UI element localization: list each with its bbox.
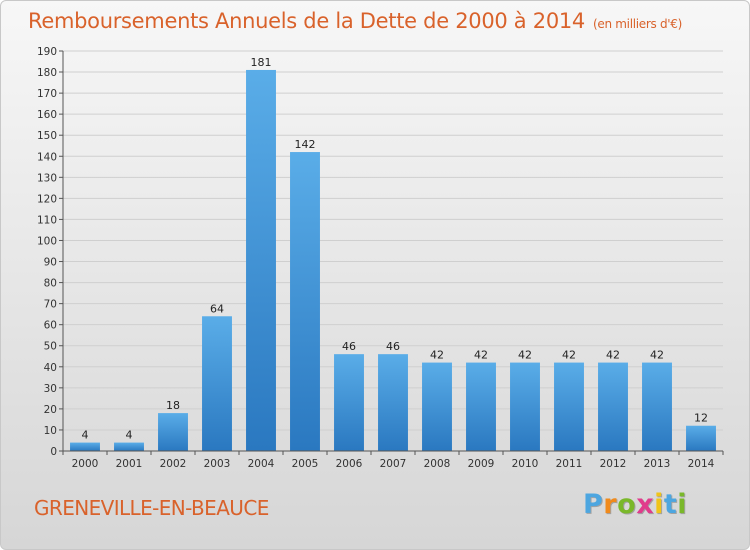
value-label-2003: 64 <box>210 302 224 315</box>
x-tick-label: 2012 <box>600 458 627 470</box>
bar-2008 <box>422 362 452 451</box>
x-tick-label: 2014 <box>688 458 715 470</box>
logo-letter: o <box>617 489 637 520</box>
x-tick-label: 2011 <box>556 458 583 470</box>
value-label-2002: 18 <box>166 399 180 412</box>
y-tick-label: 100 <box>37 235 57 247</box>
y-tick-label: 80 <box>44 278 57 290</box>
y-tick-label: 150 <box>37 130 57 142</box>
logo-letter: x <box>636 489 655 520</box>
proxiti-logo: Proxiti <box>583 489 687 520</box>
y-tick-label: 130 <box>37 172 57 184</box>
x-tick-label: 2002 <box>160 458 187 470</box>
unit-label: (en milliers d'€) <box>593 17 683 31</box>
bar-2003 <box>202 316 232 451</box>
value-label-2007: 46 <box>386 340 400 353</box>
y-tick-label: 30 <box>44 383 57 395</box>
bar-2007 <box>378 354 408 451</box>
x-axis-ticks: 2000 2001 2002 2003 2004 2005 2006 2007 2008 2009… <box>62 451 724 470</box>
value-label-2005: 142 <box>295 138 316 151</box>
y-tick-label: 0 <box>50 446 57 458</box>
y-tick-label: 90 <box>44 257 57 269</box>
y-tick-label: 190 <box>37 46 57 58</box>
y-tick-label: 110 <box>37 214 57 226</box>
x-tick-label: 2008 <box>424 458 451 470</box>
logo-letter: P <box>583 489 604 520</box>
x-tick-label: 2003 <box>204 458 231 470</box>
bar-2004 <box>246 69 276 452</box>
x-tick-label: 2006 <box>336 458 363 470</box>
y-tick-label: 50 <box>44 341 57 353</box>
x-tick-label: 2009 <box>468 458 495 470</box>
x-tick-label: 2000 <box>72 458 99 470</box>
x-tick-label: 2005 <box>292 458 319 470</box>
bar-2009 <box>466 362 496 451</box>
axes <box>62 51 723 452</box>
logo-letter: i <box>654 489 664 520</box>
bar-2013 <box>642 362 672 451</box>
y-tick-label: 40 <box>44 362 57 374</box>
bar-2010 <box>510 362 540 451</box>
logo-letter: i <box>677 489 688 520</box>
x-tick-label: 2007 <box>380 458 407 470</box>
bar-2000 <box>70 442 100 451</box>
title-text: Remboursements Annuels de la Dette de 20… <box>28 9 585 33</box>
chart-title: Remboursements Annuels de la Dette de 20… <box>28 9 682 33</box>
x-tick-label: 2010 <box>512 458 539 470</box>
value-label-2004: 181 <box>251 56 272 69</box>
y-tick-label: 70 <box>44 299 57 311</box>
logo-letter: r <box>603 489 618 520</box>
y-tick-label: 160 <box>37 109 57 121</box>
value-label-2013: 42 <box>650 349 664 362</box>
bar-2005 <box>290 152 320 452</box>
y-tick-label: 10 <box>44 425 57 437</box>
x-tick-label: 2004 <box>248 458 275 470</box>
bar-2001 <box>114 442 144 451</box>
value-label-2001: 4 <box>126 429 133 442</box>
value-label-2014: 12 <box>694 412 708 425</box>
y-axis-ticks: 0 10 20 30 40 50 60 70 80 90 100 110 120 130 140 150 160… <box>37 46 63 458</box>
y-tick-label: 120 <box>37 193 57 205</box>
bar-2014 <box>686 425 716 451</box>
logo-letter: t <box>663 489 678 520</box>
value-labels: 4 4 18 64 181 142 46 46 42 42 42 42 42 42 12 <box>82 56 709 442</box>
y-tick-label: 180 <box>37 67 57 79</box>
x-tick-label: 2013 <box>644 458 671 470</box>
bar-2012 <box>598 362 628 451</box>
bars <box>70 69 716 452</box>
bar-2002 <box>158 413 188 451</box>
value-label-2006: 46 <box>342 340 356 353</box>
y-tick-label: 20 <box>44 404 57 416</box>
bar-2011 <box>554 362 584 451</box>
bar-2006 <box>334 354 364 451</box>
value-label-2008: 42 <box>430 349 444 362</box>
value-label-2012: 42 <box>606 349 620 362</box>
value-label-2009: 42 <box>474 349 488 362</box>
y-tick-label: 140 <box>37 151 57 163</box>
y-tick-label: 170 <box>37 88 57 100</box>
city-name: GRENEVILLE-EN-BEAUCE <box>34 496 269 520</box>
value-label-2010: 42 <box>518 349 532 362</box>
value-label-2000: 4 <box>82 429 89 442</box>
value-label-2011: 42 <box>562 349 576 362</box>
y-tick-label: 60 <box>44 320 57 332</box>
x-tick-label: 2001 <box>116 458 143 470</box>
